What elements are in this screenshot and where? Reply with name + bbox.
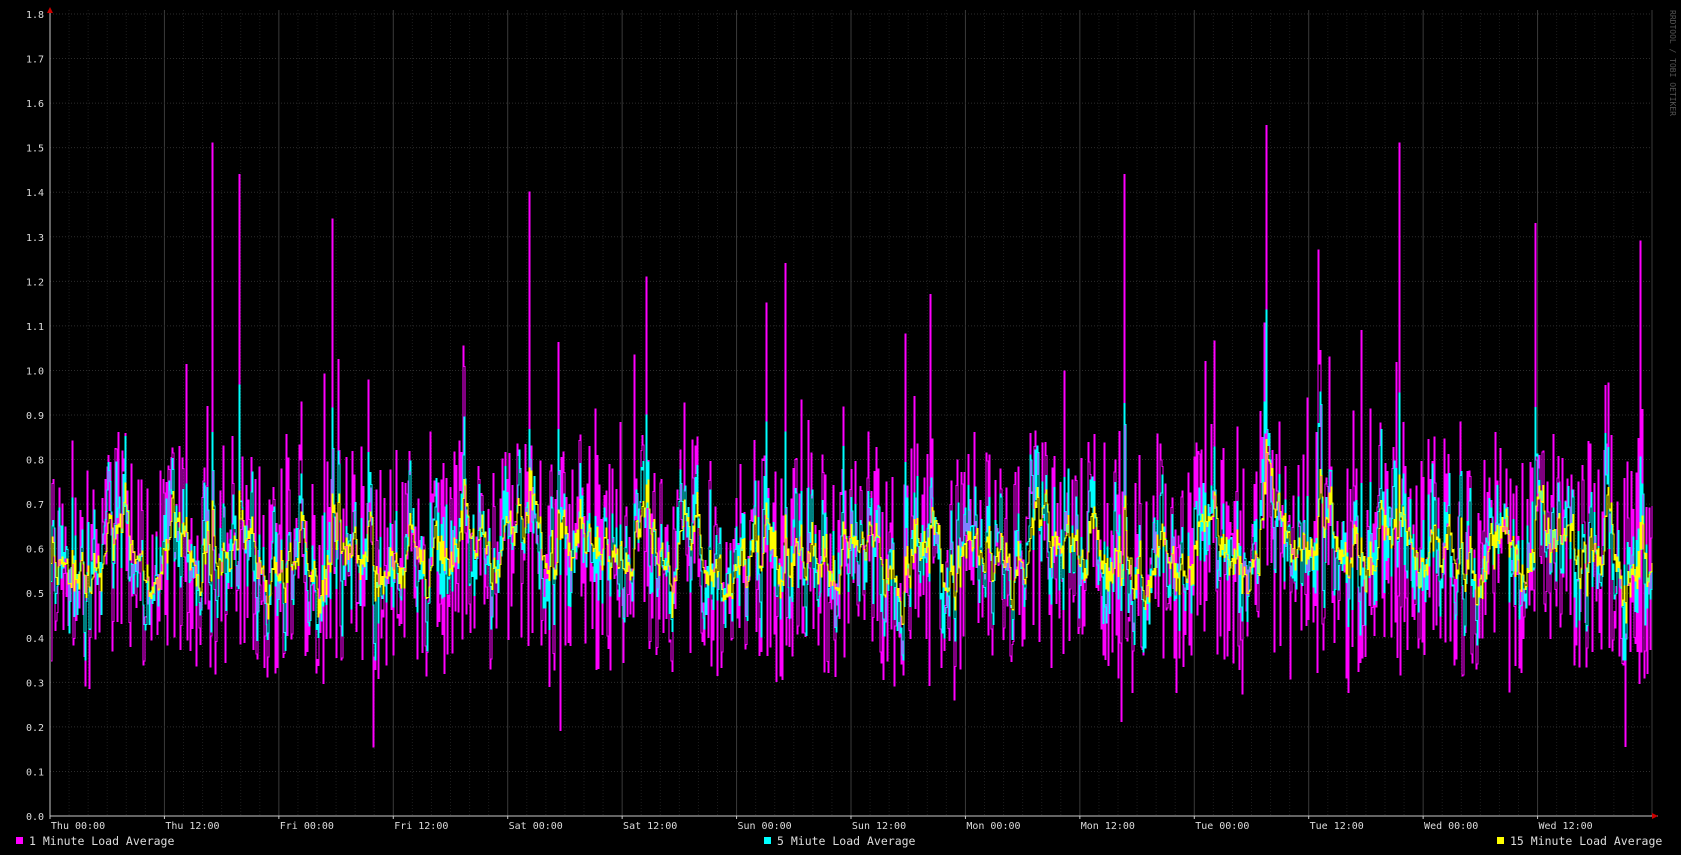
- legend-swatch: [764, 837, 771, 844]
- y-tick-label: 0.6: [26, 545, 44, 556]
- x-tick-label: Thu 12:00: [165, 821, 219, 832]
- y-tick-label: 0.8: [26, 456, 44, 467]
- y-axis-arrow-icon: [47, 7, 53, 13]
- x-axis-arrow-icon: [1652, 813, 1658, 819]
- y-tick-label: 0.0: [26, 812, 44, 823]
- series-line-3: [51, 439, 1653, 625]
- y-tick-label: 1.8: [26, 10, 44, 21]
- legend-label: 5 Miute Load Average: [777, 834, 916, 848]
- y-tick-label: 0.2: [26, 723, 44, 734]
- x-tick-label: Wed 12:00: [1538, 821, 1592, 832]
- legend-label: 1 Minute Load Average: [29, 834, 174, 848]
- watermark: RRDTOOL / TOBI OETIKER: [1668, 10, 1677, 116]
- legend-swatch: [16, 837, 23, 844]
- y-tick-label: 1.6: [26, 99, 44, 110]
- y-axis-ticks: 0.0 0.1 0.2 0.3 0.4 0.5 0.6 0.7 0.8 0.9 1.0 1.1 1.2 1…: [26, 10, 44, 823]
- x-tick-label: Thu 00:00: [51, 821, 105, 832]
- axes: [47, 7, 1658, 819]
- y-tick-label: 0.1: [26, 767, 44, 778]
- x-tick-label: Fri 00:00: [280, 821, 334, 832]
- legend: 1 Minute Load Average 5 Miute Load Averag…: [16, 834, 1662, 848]
- y-tick-label: 1.0: [26, 366, 44, 377]
- y-tick-label: 1.1: [26, 322, 44, 333]
- x-tick-label: Sun 00:00: [737, 821, 791, 832]
- legend-label: 15 Minute Load Average: [1510, 834, 1662, 848]
- y-tick-label: 1.2: [26, 277, 44, 288]
- x-tick-label: Sun 12:00: [852, 821, 906, 832]
- y-tick-label: 0.9: [26, 411, 44, 422]
- y-tick-label: 0.3: [26, 678, 44, 689]
- y-tick-label: 0.4: [26, 634, 44, 645]
- x-tick-label: Wed 00:00: [1424, 821, 1478, 832]
- y-tick-label: 0.5: [26, 589, 44, 600]
- series-line-1: [51, 124, 1653, 748]
- y-tick-label: 1.7: [26, 55, 44, 66]
- x-tick-label: Mon 00:00: [966, 821, 1020, 832]
- y-tick-label: 1.3: [26, 233, 44, 244]
- x-tick-label: Tue 12:00: [1310, 821, 1364, 832]
- legend-swatch: [1497, 837, 1504, 844]
- x-tick-label: Fri 12:00: [394, 821, 448, 832]
- x-tick-label: Tue 00:00: [1195, 821, 1249, 832]
- x-tick-label: Sat 00:00: [509, 821, 563, 832]
- series-layer: [51, 124, 1653, 748]
- y-tick-label: 1.5: [26, 144, 44, 155]
- x-axis-ticks: Thu 00:00 Thu 12:00 Fri 00:00 Fri 12:00 Sat …: [49, 816, 1593, 832]
- y-tick-label: 0.7: [26, 500, 44, 511]
- y-tick-label: 1.4: [26, 188, 44, 199]
- x-tick-label: Mon 12:00: [1081, 821, 1135, 832]
- x-tick-label: Sat 12:00: [623, 821, 677, 832]
